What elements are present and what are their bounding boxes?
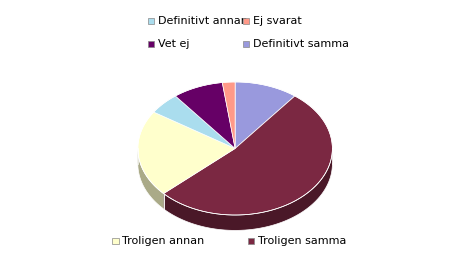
Polygon shape — [235, 82, 294, 148]
Bar — [148, 18, 154, 24]
Text: Definitivt annan: Definitivt annan — [158, 16, 248, 26]
Bar — [247, 238, 254, 244]
Polygon shape — [138, 149, 163, 209]
Bar — [148, 41, 154, 47]
Polygon shape — [163, 96, 332, 215]
Text: Ej svarat: Ej svarat — [252, 16, 301, 26]
Bar — [242, 41, 249, 47]
Polygon shape — [138, 112, 235, 194]
Bar — [242, 18, 249, 24]
Polygon shape — [163, 149, 332, 230]
Bar — [112, 238, 118, 244]
Polygon shape — [175, 82, 235, 148]
Text: Troligen samma: Troligen samma — [257, 236, 346, 246]
Text: Definitivt samma: Definitivt samma — [252, 39, 348, 49]
Polygon shape — [222, 82, 235, 148]
Text: Troligen annan: Troligen annan — [122, 236, 204, 246]
Polygon shape — [153, 96, 235, 148]
Text: Vet ej: Vet ej — [158, 39, 190, 49]
